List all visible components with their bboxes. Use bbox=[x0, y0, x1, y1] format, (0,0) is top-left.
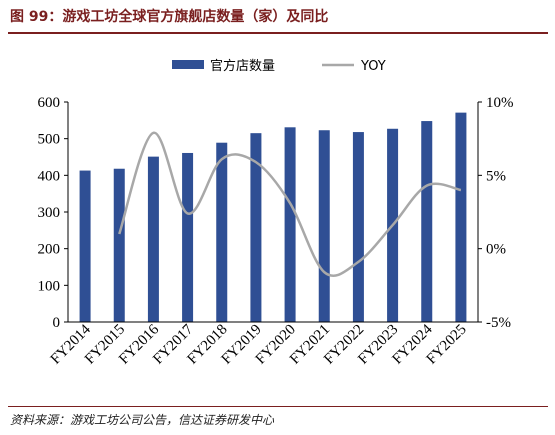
bar-fy2014 bbox=[79, 170, 91, 322]
left-tick-label: 300 bbox=[38, 205, 61, 221]
bar-fy2025 bbox=[455, 112, 467, 322]
left-tick-label: 500 bbox=[38, 132, 61, 148]
source-rule bbox=[8, 406, 548, 407]
axes: 0100200300400500600-5%0%5%10%FY2014FY201… bbox=[38, 95, 514, 368]
legend: 官方店数量 YOY bbox=[172, 58, 386, 74]
bar-fy2018 bbox=[216, 142, 228, 322]
bar-fy2024 bbox=[421, 121, 433, 322]
left-tick-label: 200 bbox=[38, 242, 61, 258]
left-tick-label: 400 bbox=[38, 168, 61, 184]
bars bbox=[79, 112, 467, 322]
right-tick-label: 10% bbox=[486, 95, 514, 111]
bar-fy2021 bbox=[318, 130, 330, 322]
bar-fy2017 bbox=[182, 152, 194, 322]
yoy-line bbox=[118, 131, 462, 277]
legend-bar-swatch bbox=[172, 60, 204, 69]
legend-bar-label: 官方店数量 bbox=[210, 58, 275, 74]
source-note: 资料来源：游戏工坊公司公告，信达证券研发中心 bbox=[10, 413, 275, 427]
legend-line-label: YOY bbox=[360, 59, 386, 74]
figure-title: 图 99：游戏工坊全球官方旗舰店数量（家）及同比 bbox=[10, 9, 329, 25]
yoy-line-layer bbox=[118, 131, 462, 277]
right-tick-label: 0% bbox=[486, 242, 506, 258]
left-tick-label: 600 bbox=[38, 95, 61, 111]
left-tick-label: 0 bbox=[53, 315, 61, 331]
bar-fy2019 bbox=[250, 133, 262, 322]
right-tick-label: 5% bbox=[486, 168, 506, 184]
left-tick-label: 100 bbox=[38, 278, 61, 294]
bar-fy2020 bbox=[284, 127, 296, 322]
bar-fy2022 bbox=[352, 132, 364, 322]
bar-fy2016 bbox=[147, 156, 159, 322]
right-tick-label: -5% bbox=[486, 315, 511, 331]
title-rule bbox=[8, 32, 548, 34]
bar-fy2015 bbox=[113, 168, 125, 322]
